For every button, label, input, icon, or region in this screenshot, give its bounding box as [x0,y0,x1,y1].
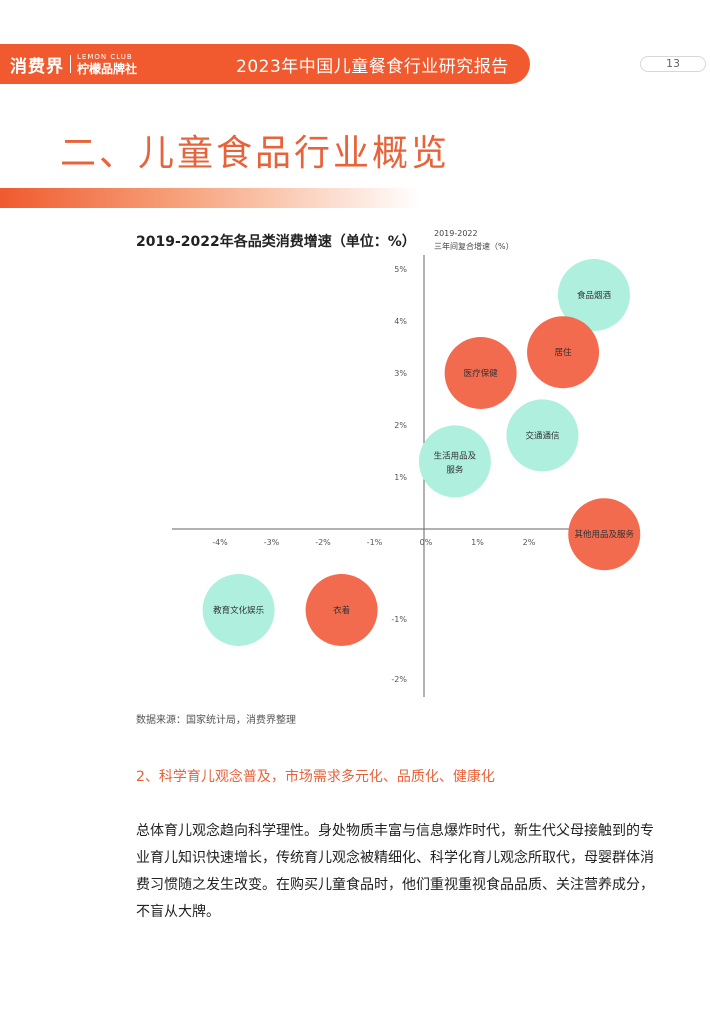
bubble-teal [506,399,579,472]
page-number: 13 [640,56,706,72]
x-tick-label: -4% [212,538,228,547]
y-axis-label-line1: 2019-2022 [434,229,478,238]
x-tick-label: -3% [264,538,280,547]
x-tick-label: -2% [315,538,331,547]
bubble-coral [305,574,378,646]
logo-divider [70,55,71,73]
y-tick-label: 4% [394,317,407,326]
chart-plot-area: -4%-3%-2%-1%0%1%2%3%4%5%4%3%2%1%-1%-2%食品… [172,255,641,697]
bubble-teal [202,574,275,646]
x-tick-label: 0% [420,538,433,547]
y-axis-label-line2: 三年间复合增速（%） [434,242,514,251]
y-tick-label: 3% [394,369,407,378]
bubble-teal [418,425,491,498]
logo-chinese: 柠檬品牌社 [77,61,138,76]
bubble-label: 教育文化娱乐 [213,605,265,616]
brand-logo: 消费界 LEMON CLUB 柠檬品牌社 [10,52,138,77]
x-tick-label: 1% [471,538,484,547]
header-band: 消费界 LEMON CLUB 柠檬品牌社 2023年中国儿童餐食行业研究报告 [0,44,530,84]
bubble-chart: 2019-2022年各品类消费增速（单位：%） 2019-2022 三年间复合增… [0,215,710,710]
y-tick-label: 1% [394,473,407,482]
data-source-note: 数据来源：国家统计局，消费界整理 [136,715,296,726]
title-underline-bar [0,188,420,208]
subsection-heading: 2、科学育儿观念普及，市场需求多元化、品质化、健康化 [136,769,495,785]
y-tick-label: -2% [391,675,407,684]
bubble-label: 交通通信 [525,430,560,441]
section-title: 二、儿童食品行业概览 [60,133,451,174]
logo-english: LEMON CLUB [77,52,133,61]
bubble-label: 生活用品及 [434,450,477,461]
bubble-coral [568,498,641,571]
logo-sub: LEMON CLUB 柠檬品牌社 [77,52,138,76]
bubble-label: 食品烟酒 [577,290,612,301]
y-tick-label: -1% [391,615,407,624]
y-tick-label: 2% [394,421,407,430]
bubble-label: 居住 [555,347,573,358]
bubble-coral [527,316,600,389]
bubble-label: 服务 [446,464,464,475]
bubble-label: 衣着 [333,605,350,616]
x-tick-label: -1% [367,538,383,547]
page-header: 消费界 LEMON CLUB 柠檬品牌社 2023年中国儿童餐食行业研究报告 1… [0,44,710,84]
chart-title: 2019-2022年各品类消费增速（单位：%） [136,234,416,250]
bubble-coral [444,337,517,409]
bubble-teal [557,259,630,331]
report-title: 2023年中国儿童餐食行业研究报告 [236,57,509,77]
bubble-label: 医疗保健 [464,368,499,379]
body-paragraph: 总体育儿观念趋向科学理性。身处物质丰富与信息爆炸时代，新生代父母接触到的专业育儿… [136,823,654,920]
bubble-label: 其他用品及服务 [574,529,634,540]
y-tick-label: 5% [394,265,407,274]
logo-main-text: 消费界 [10,56,64,77]
x-tick-label: 2% [523,538,536,547]
